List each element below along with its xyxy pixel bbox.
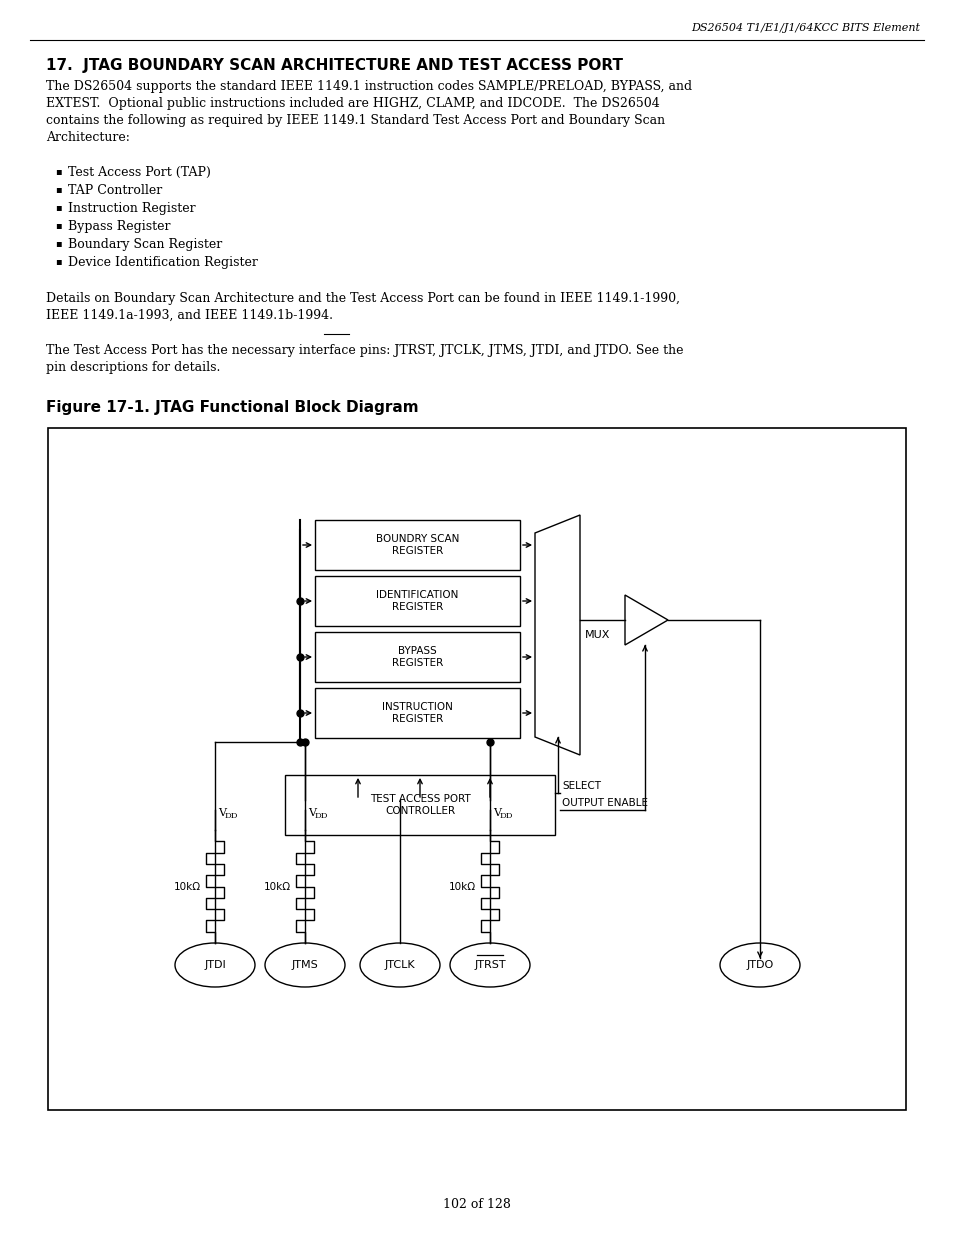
Text: Figure 17-1. JTAG Functional Block Diagram: Figure 17-1. JTAG Functional Block Diagr… [46, 400, 418, 415]
Text: MUX: MUX [584, 630, 610, 640]
Text: Architecture:: Architecture: [46, 131, 130, 144]
Text: TAP Controller: TAP Controller [68, 184, 162, 198]
Text: pin descriptions for details.: pin descriptions for details. [46, 361, 220, 374]
Text: Bypass Register: Bypass Register [68, 220, 171, 233]
Text: JTCLK: JTCLK [384, 960, 415, 969]
Text: DD: DD [499, 811, 513, 820]
Polygon shape [535, 515, 579, 755]
Text: ▪: ▪ [55, 165, 62, 177]
Text: JTDI: JTDI [204, 960, 226, 969]
Bar [314, 632, 519, 682]
Text: contains the following as required by IEEE 1149.1 Standard Test Access Port and : contains the following as required by IE… [46, 114, 664, 127]
Text: EXTEST.  Optional public instructions included are HIGHZ, CLAMP, and IDCODE.  Th: EXTEST. Optional public instructions inc… [46, 98, 659, 110]
Text: IEEE 1149.1a-1993, and IEEE 1149.1b-1994.: IEEE 1149.1a-1993, and IEEE 1149.1b-1994… [46, 309, 333, 322]
Text: SELECT: SELECT [561, 781, 600, 790]
Text: 17.  JTAG BOUNDARY SCAN ARCHITECTURE AND TEST ACCESS PORT: 17. JTAG BOUNDARY SCAN ARCHITECTURE AND … [46, 58, 622, 73]
Text: Device Identification Register: Device Identification Register [68, 256, 257, 269]
Bar [314, 520, 519, 571]
Text: V: V [218, 808, 226, 818]
Text: ▪: ▪ [55, 203, 62, 212]
Text: TEST ACCESS PORT
CONTROLLER: TEST ACCESS PORT CONTROLLER [369, 794, 470, 816]
Text: The Test Access Port has the necessary interface pins: JTRST, JTCLK, JTMS, JTDI,: The Test Access Port has the necessary i… [46, 345, 682, 357]
Text: 10kΩ: 10kΩ [173, 882, 201, 892]
Text: JTMS: JTMS [292, 960, 318, 969]
Ellipse shape [174, 944, 254, 987]
Bar [48, 429, 905, 1110]
Text: ▪: ▪ [55, 256, 62, 266]
Text: DD: DD [314, 811, 328, 820]
Text: IDENTIFICATION
REGISTER: IDENTIFICATION REGISTER [375, 590, 458, 611]
Text: INSTRUCTION
REGISTER: INSTRUCTION REGISTER [381, 703, 453, 724]
Text: BOUNDRY SCAN
REGISTER: BOUNDRY SCAN REGISTER [375, 535, 458, 556]
Text: ▪: ▪ [55, 220, 62, 230]
Text: BYPASS
REGISTER: BYPASS REGISTER [392, 646, 442, 668]
Text: DS26504 T1/E1/J1/64KCC BITS Element: DS26504 T1/E1/J1/64KCC BITS Element [690, 23, 919, 33]
Ellipse shape [450, 944, 530, 987]
Ellipse shape [359, 944, 439, 987]
Bar [314, 576, 519, 626]
Text: V: V [308, 808, 315, 818]
Bar [314, 688, 519, 739]
Polygon shape [624, 595, 667, 645]
Text: ▪: ▪ [55, 184, 62, 194]
Text: OUTPUT ENABLE: OUTPUT ENABLE [561, 798, 647, 808]
Text: 10kΩ: 10kΩ [264, 882, 291, 892]
Text: 102 of 128: 102 of 128 [442, 1198, 511, 1212]
Text: Details on Boundary Scan Architecture and the Test Access Port can be found in I: Details on Boundary Scan Architecture an… [46, 291, 679, 305]
Text: The DS26504 supports the standard IEEE 1149.1 instruction codes SAMPLE/PRELOAD, : The DS26504 supports the standard IEEE 1… [46, 80, 691, 93]
Text: JTRST: JTRST [474, 960, 505, 969]
Text: V: V [493, 808, 500, 818]
Ellipse shape [265, 944, 345, 987]
Text: Boundary Scan Register: Boundary Scan Register [68, 238, 222, 251]
Text: Instruction Register: Instruction Register [68, 203, 195, 215]
Text: JTDO: JTDO [745, 960, 773, 969]
Text: DD: DD [225, 811, 238, 820]
Text: Test Access Port (TAP): Test Access Port (TAP) [68, 165, 211, 179]
Text: 10kΩ: 10kΩ [449, 882, 476, 892]
Ellipse shape [720, 944, 800, 987]
Text: ▪: ▪ [55, 238, 62, 248]
Bar [285, 776, 555, 835]
